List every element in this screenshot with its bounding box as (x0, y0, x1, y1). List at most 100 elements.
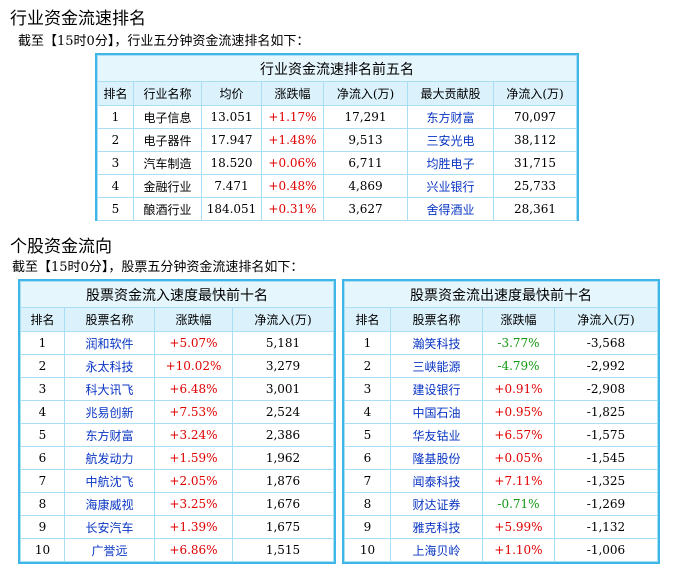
table-cell: -2,908 (554, 377, 658, 401)
table-cell: -1,825 (554, 400, 658, 424)
table-cell: 4 (97, 174, 134, 198)
column-header: 排名 (344, 307, 391, 332)
table-cell: 5 (344, 423, 391, 447)
column-header: 净流入(万) (323, 81, 408, 106)
table-cell: 1,676 (232, 492, 334, 516)
stock-section-title: 个股资金流向 (10, 237, 112, 257)
column-header: 均价 (201, 81, 262, 106)
stock-link[interactable]: 闻泰科技 (390, 469, 483, 493)
table-row: 2 电子器件 17.947 +1.48% 9,513 三安光电 38,112 (97, 128, 577, 152)
table-cell: 9 (20, 515, 65, 539)
table-cell: 5 (20, 423, 65, 447)
table-row: 2 永太科技 +10.02% 3,279 (20, 354, 334, 378)
table-row: 5 华友钴业 +6.57% -1,575 (344, 423, 658, 447)
table-cell: 电子器件 (133, 128, 202, 152)
column-header: 排名 (97, 81, 134, 106)
stock-link[interactable]: 上海贝岭 (390, 538, 483, 562)
table-row: 4 中国石油 +0.95% -1,825 (344, 400, 658, 424)
outflow-table-caption: 股票资金流出速度最快前十名 (344, 281, 658, 308)
stock-link[interactable]: 永太科技 (64, 354, 155, 378)
table-cell: 1,515 (232, 538, 334, 562)
inflow-table: 股票资金流入速度最快前十名 排名 股票名称 涨跌幅 净流入(万) 1 润和软件 +5.07… (20, 281, 334, 562)
stock-link[interactable]: 中航沈飞 (64, 469, 155, 493)
table-cell: 3 (344, 377, 391, 401)
stock-link[interactable]: 舍得酒业 (407, 197, 494, 221)
table-cell: 4,869 (323, 174, 408, 198)
change-percent: +2.05% (154, 469, 233, 493)
change-percent: +7.11% (482, 469, 555, 493)
table-cell: -1,269 (554, 492, 658, 516)
stock-link[interactable]: 海康威视 (64, 492, 155, 516)
stock-link[interactable]: 广誉远 (64, 538, 155, 562)
change-percent: -4.79% (482, 354, 555, 378)
change-percent: +1.39% (154, 515, 233, 539)
stock-link[interactable]: 东方财富 (64, 423, 155, 447)
table-cell: 8 (344, 492, 391, 516)
stock-link[interactable]: 东方财富 (407, 105, 494, 129)
table-row: 9 雅克科技 +5.99% -1,132 (344, 515, 658, 539)
stock-link[interactable]: 三安光电 (407, 128, 494, 152)
table-cell: 汽车制造 (133, 151, 202, 175)
table-row: 2 三峡能源 -4.79% -2,992 (344, 354, 658, 378)
table-cell: 9 (344, 515, 391, 539)
table-cell: 10 (344, 538, 391, 562)
table-cell: 3,001 (232, 377, 334, 401)
stock-link[interactable]: 瀚笑科技 (390, 331, 483, 355)
stock-link[interactable]: 隆基股份 (390, 446, 483, 470)
change-percent: +0.31% (261, 197, 324, 221)
stock-link[interactable]: 兴业银行 (407, 174, 494, 198)
change-percent: +3.24% (154, 423, 233, 447)
table-cell: 17.947 (201, 128, 262, 152)
table-cell: 70,097 (493, 105, 577, 129)
industry-section-subtitle: 截至【15时0分】，行业五分钟资金流速排名如下： (18, 34, 310, 49)
table-cell: 18.520 (201, 151, 262, 175)
outflow-table-box: 股票资金流出速度最快前十名 排名 股票名称 涨跌幅 净流入(万) 1 瀚笑科技 -3.77… (342, 279, 660, 564)
stock-link[interactable]: 航发动力 (64, 446, 155, 470)
stock-link[interactable]: 兆易创新 (64, 400, 155, 424)
table-cell: 3,279 (232, 354, 334, 378)
change-percent: +10.02% (154, 354, 233, 378)
table-cell: 金融行业 (133, 174, 202, 198)
stock-link[interactable]: 三峡能源 (390, 354, 483, 378)
stock-link[interactable]: 长安汽车 (64, 515, 155, 539)
table-row: 10 上海贝岭 +1.10% -1,006 (344, 538, 658, 562)
stock-section-subtitle: 截至【15时0分】，股票五分钟资金流速排名如下： (12, 260, 304, 275)
table-cell: 6 (20, 446, 65, 470)
table-cell: 25,733 (493, 174, 577, 198)
table-row: 3 建设银行 +0.91% -2,908 (344, 377, 658, 401)
table-cell: 2 (20, 354, 65, 378)
table-cell: 酿酒行业 (133, 197, 202, 221)
table-cell: -1,575 (554, 423, 658, 447)
table-cell: 5 (97, 197, 134, 221)
change-percent: +3.25% (154, 492, 233, 516)
table-cell: 1,962 (232, 446, 334, 470)
stock-link[interactable]: 建设银行 (390, 377, 483, 401)
column-header: 股票名称 (64, 307, 155, 332)
table-cell: 6,711 (323, 151, 408, 175)
table-cell: 1 (344, 331, 391, 355)
stock-link[interactable]: 财达证券 (390, 492, 483, 516)
table-cell: 7 (344, 469, 391, 493)
table-cell: 31,715 (493, 151, 577, 175)
change-percent: +1.10% (482, 538, 555, 562)
column-header: 涨跌幅 (154, 307, 233, 332)
stock-link[interactable]: 润和软件 (64, 331, 155, 355)
table-row: 10 广誉远 +6.86% 1,515 (20, 538, 334, 562)
table-cell: 2 (97, 128, 134, 152)
column-header: 净流入(万) (493, 81, 577, 106)
industry-table-box: 行业资金流速排名前五名 排名 行业名称 均价 涨跌幅 净流入(万) 最大贡献股 净流入(万)… (95, 53, 579, 221)
change-percent: +6.86% (154, 538, 233, 562)
stock-link[interactable]: 华友钴业 (390, 423, 483, 447)
change-percent: -0.71% (482, 492, 555, 516)
stock-link[interactable]: 雅克科技 (390, 515, 483, 539)
table-cell: -1,325 (554, 469, 658, 493)
stock-link[interactable]: 中国石油 (390, 400, 483, 424)
industry-table-caption: 行业资金流速排名前五名 (97, 55, 577, 82)
table-row: 8 海康威视 +3.25% 1,676 (20, 492, 334, 516)
table-row: 6 隆基股份 +0.05% -1,545 (344, 446, 658, 470)
stock-link[interactable]: 均胜电子 (407, 151, 494, 175)
change-percent: +1.48% (261, 128, 324, 152)
stock-link[interactable]: 科大讯飞 (64, 377, 155, 401)
table-cell: 10 (20, 538, 65, 562)
table-cell: 184.051 (201, 197, 262, 221)
